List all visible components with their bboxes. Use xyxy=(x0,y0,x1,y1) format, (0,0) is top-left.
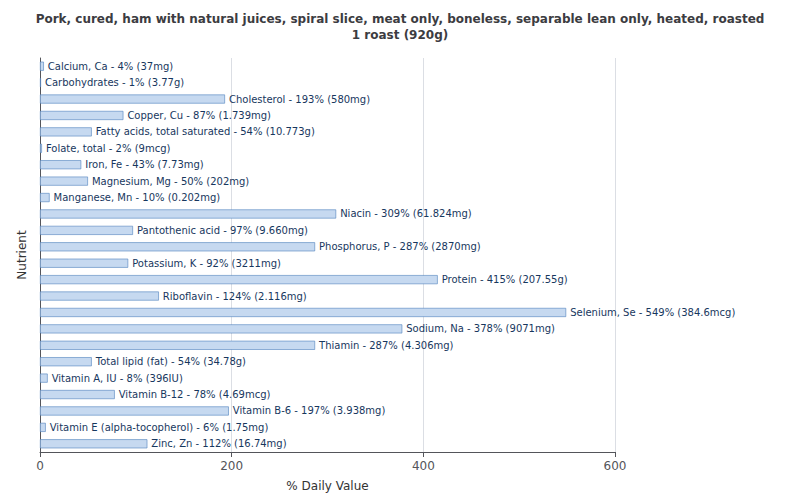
svg-text:600: 600 xyxy=(604,459,627,473)
svg-text:Total lipid (fat) - 54% (34.78: Total lipid (fat) - 54% (34.78g) xyxy=(95,356,246,367)
svg-text:Nutrient: Nutrient xyxy=(15,230,29,280)
svg-text:Calcium, Ca - 4% (37mg): Calcium, Ca - 4% (37mg) xyxy=(48,61,173,72)
svg-text:Fatty acids, total saturated -: Fatty acids, total saturated - 54% (10.7… xyxy=(96,126,315,137)
svg-text:Vitamin B-6 - 197% (3.938mg): Vitamin B-6 - 197% (3.938mg) xyxy=(233,405,386,416)
svg-text:Selenium, Se - 549% (384.6mcg): Selenium, Se - 549% (384.6mcg) xyxy=(570,307,735,318)
svg-text:Thiamin - 287% (4.306mg): Thiamin - 287% (4.306mg) xyxy=(318,340,454,351)
svg-text:Pantothenic acid - 97% (9.660m: Pantothenic acid - 97% (9.660mg) xyxy=(137,225,308,236)
svg-text:Vitamin B-12 - 78% (4.69mcg): Vitamin B-12 - 78% (4.69mcg) xyxy=(119,389,271,400)
svg-text:1 roast (920g): 1 roast (920g) xyxy=(352,28,448,42)
svg-text:0: 0 xyxy=(36,459,44,473)
svg-text:Magnesium, Mg - 50% (202mg): Magnesium, Mg - 50% (202mg) xyxy=(92,176,249,187)
svg-text:Pork, cured, ham with natural: Pork, cured, ham with natural juices, sp… xyxy=(36,12,765,26)
svg-text:Carbohydrates - 1% (3.77g): Carbohydrates - 1% (3.77g) xyxy=(45,77,184,88)
svg-text:Riboflavin - 124% (2.116mg): Riboflavin - 124% (2.116mg) xyxy=(163,291,307,302)
svg-text:Zinc, Zn - 112% (16.74mg): Zinc, Zn - 112% (16.74mg) xyxy=(151,438,286,449)
svg-text:Copper, Cu - 87% (1.739mg): Copper, Cu - 87% (1.739mg) xyxy=(127,110,271,121)
svg-text:Sodium, Na - 378% (9071mg): Sodium, Na - 378% (9071mg) xyxy=(406,323,555,334)
svg-text:% Daily Value: % Daily Value xyxy=(286,479,368,493)
svg-text:200: 200 xyxy=(220,459,243,473)
svg-text:Niacin - 309% (61.824mg): Niacin - 309% (61.824mg) xyxy=(340,208,472,219)
svg-text:Potassium, K - 92% (3211mg): Potassium, K - 92% (3211mg) xyxy=(132,258,281,269)
svg-text:Folate, total - 2% (9mcg): Folate, total - 2% (9mcg) xyxy=(46,143,171,154)
svg-text:Vitamin A, IU - 8% (396IU): Vitamin A, IU - 8% (396IU) xyxy=(52,373,183,384)
svg-text:Vitamin E (alpha-tocopherol) -: Vitamin E (alpha-tocopherol) - 6% (1.75m… xyxy=(50,422,269,433)
svg-text:Iron, Fe - 43% (7.73mg): Iron, Fe - 43% (7.73mg) xyxy=(85,159,204,170)
svg-text:Cholesterol - 193% (580mg): Cholesterol - 193% (580mg) xyxy=(229,94,370,105)
svg-text:Phosphorus, P - 287% (2870mg): Phosphorus, P - 287% (2870mg) xyxy=(319,241,481,252)
svg-text:Manganese, Mn - 10% (0.202mg): Manganese, Mn - 10% (0.202mg) xyxy=(54,192,221,203)
svg-text:Protein - 415% (207.55g): Protein - 415% (207.55g) xyxy=(442,274,568,285)
svg-text:400: 400 xyxy=(412,459,435,473)
